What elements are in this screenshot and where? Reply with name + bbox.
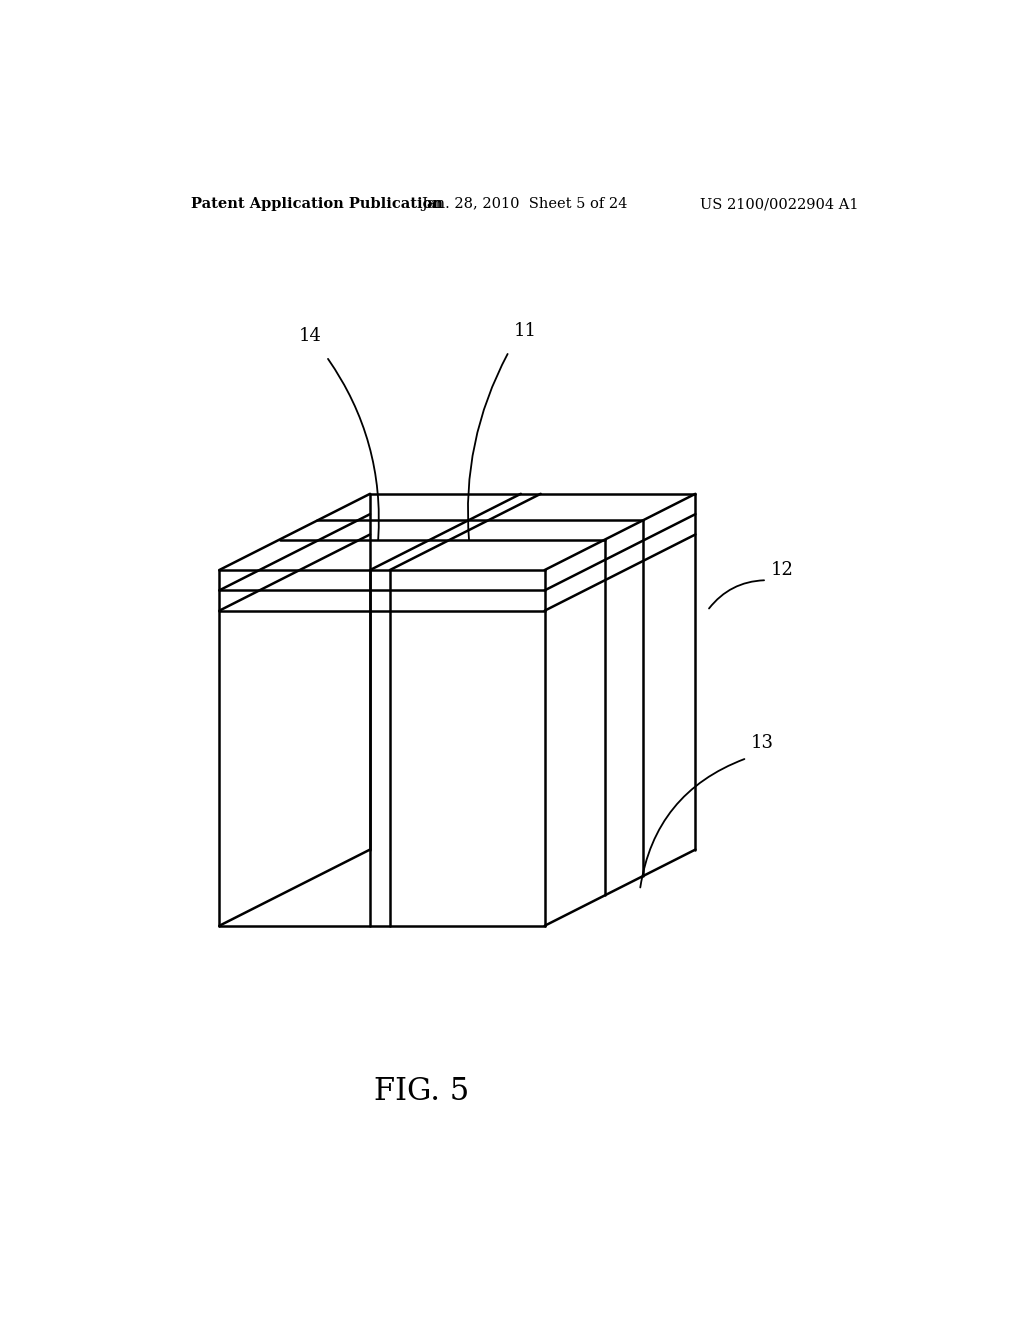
Text: Patent Application Publication: Patent Application Publication <box>191 197 443 211</box>
Text: US 2100/0022904 A1: US 2100/0022904 A1 <box>699 197 858 211</box>
Text: 12: 12 <box>771 561 794 579</box>
Text: 11: 11 <box>513 322 537 341</box>
FancyArrowPatch shape <box>709 581 764 609</box>
Text: 14: 14 <box>299 327 322 346</box>
FancyArrowPatch shape <box>468 354 508 540</box>
FancyArrowPatch shape <box>640 759 744 887</box>
Text: 13: 13 <box>751 734 774 752</box>
Text: Jan. 28, 2010  Sheet 5 of 24: Jan. 28, 2010 Sheet 5 of 24 <box>422 197 628 211</box>
Text: FIG. 5: FIG. 5 <box>374 1076 469 1107</box>
FancyArrowPatch shape <box>328 359 379 540</box>
